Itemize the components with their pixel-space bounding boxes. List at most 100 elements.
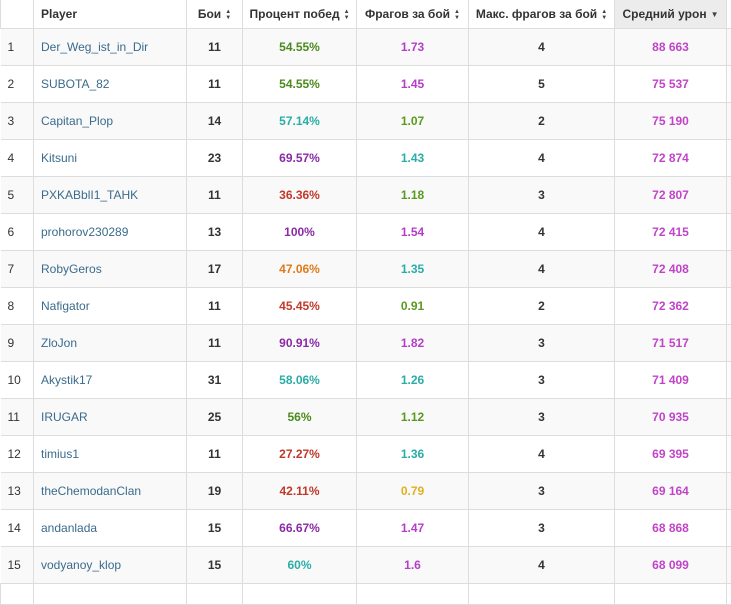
battles-value: 13 — [187, 214, 243, 251]
winrate-value: 58.06% — [243, 362, 357, 399]
player-header-label: Player — [41, 7, 77, 21]
player-name-link[interactable]: SUBOTA_82 — [34, 66, 187, 103]
player-name-link[interactable]: RobyGeros — [34, 251, 187, 288]
player-name-link[interactable]: Nafigator — [34, 288, 187, 325]
extra-cell — [727, 325, 731, 362]
max-frags-value: 3 — [469, 399, 615, 436]
frags-value: 1.47 — [357, 510, 469, 547]
index-column-header — [1, 0, 34, 29]
winrate-value: 42.11% — [243, 473, 357, 510]
row-index: 7 — [1, 251, 34, 288]
avg-damage-value: 72 362 — [615, 288, 727, 325]
player-name-link[interactable]: IRUGAR — [34, 399, 187, 436]
winrate-value: 54.55% — [243, 29, 357, 66]
avg-damage-value: 71 409 — [615, 362, 727, 399]
row-index: 13 — [1, 473, 34, 510]
frags-value: 1.35 — [357, 251, 469, 288]
winrate-value: 100% — [243, 214, 357, 251]
avg-damage-value: 72 874 — [615, 140, 727, 177]
max-frags-value: 3 — [469, 177, 615, 214]
avg-damage-column-header[interactable]: Средний урон▼ — [615, 0, 727, 29]
battles-value: 14 — [187, 103, 243, 140]
player-name-link[interactable]: Der_Weg_ist_in_Dir — [34, 29, 187, 66]
winrate-header-label: Процент побед — [249, 7, 339, 21]
empty-cell — [357, 584, 469, 605]
battles-value: 11 — [187, 436, 243, 473]
avg-damage-value: 75 537 — [615, 66, 727, 103]
frags-value: 1.43 — [357, 140, 469, 177]
player-name-link[interactable]: PXKABblI1_TAHK — [34, 177, 187, 214]
player-name-link[interactable]: Capitan_Plop — [34, 103, 187, 140]
winrate-value: 60% — [243, 547, 357, 584]
row-index: 9 — [1, 325, 34, 362]
winrate-value: 69.57% — [243, 140, 357, 177]
battles-column-header[interactable]: Бои▲▼ — [187, 0, 243, 29]
player-name-link[interactable]: Akystik17 — [34, 362, 187, 399]
row-index: 14 — [1, 510, 34, 547]
player-name-link[interactable]: theChemodanClan — [34, 473, 187, 510]
sort-both-icon: ▲▼ — [601, 9, 607, 21]
extra-cell — [727, 29, 731, 66]
frags-value: 1.18 — [357, 177, 469, 214]
player-name-link[interactable]: andanlada — [34, 510, 187, 547]
max-frags-value: 4 — [469, 29, 615, 66]
row-index: 8 — [1, 288, 34, 325]
frags-value: 1.36 — [357, 436, 469, 473]
extra-cell — [727, 177, 731, 214]
extra-cell — [727, 362, 731, 399]
frags-value: 0.91 — [357, 288, 469, 325]
sort-both-icon: ▲▼ — [225, 9, 231, 21]
max-frags-value: 4 — [469, 214, 615, 251]
row-index: 2 — [1, 66, 34, 103]
max-frags-column-header[interactable]: Макс. фрагов за бой▲▼ — [469, 0, 615, 29]
avg-damage-value: 69 395 — [615, 436, 727, 473]
player-column-header[interactable]: Player — [34, 0, 187, 29]
winrate-value: 56% — [243, 399, 357, 436]
player-name-link[interactable]: Kitsuni — [34, 140, 187, 177]
extra-cell — [727, 288, 731, 325]
row-index: 6 — [1, 214, 34, 251]
max-frags-value: 4 — [469, 251, 615, 288]
winrate-value: 90.91% — [243, 325, 357, 362]
row-index: 3 — [1, 103, 34, 140]
battles-value: 19 — [187, 473, 243, 510]
player-name-link[interactable]: vodyanoy_klop — [34, 547, 187, 584]
row-index: 10 — [1, 362, 34, 399]
max-frags-value: 4 — [469, 436, 615, 473]
row-index: 1 — [1, 29, 34, 66]
empty-cell — [34, 584, 187, 605]
extra-cell — [727, 251, 731, 288]
winrate-value: 47.06% — [243, 251, 357, 288]
row-index: 15 — [1, 547, 34, 584]
winrate-value: 57.14% — [243, 103, 357, 140]
frags-value: 0.79 — [357, 473, 469, 510]
max-frags-value: 4 — [469, 140, 615, 177]
avg-damage-value: 70 935 — [615, 399, 727, 436]
max-frags-value: 3 — [469, 325, 615, 362]
battles-value: 31 — [187, 362, 243, 399]
avg-damage-value: 68 099 — [615, 547, 727, 584]
extra-cell — [727, 547, 731, 584]
empty-cell — [187, 584, 243, 605]
avg-damage-value: 69 164 — [615, 473, 727, 510]
frags-value: 1.54 — [357, 214, 469, 251]
table-row-partial — [1, 584, 731, 605]
player-name-link[interactable]: ZloJon — [34, 325, 187, 362]
player-name-link[interactable]: timius1 — [34, 436, 187, 473]
winrate-value: 27.27% — [243, 436, 357, 473]
frags-column-header[interactable]: Фрагов за бой▲▼ — [357, 0, 469, 29]
max-frags-value: 3 — [469, 473, 615, 510]
player-name-link[interactable]: prohorov230289 — [34, 214, 187, 251]
frags-value: 1.6 — [357, 547, 469, 584]
extra-cell — [727, 399, 731, 436]
winrate-column-header[interactable]: Процент побед▲▼ — [243, 0, 357, 29]
